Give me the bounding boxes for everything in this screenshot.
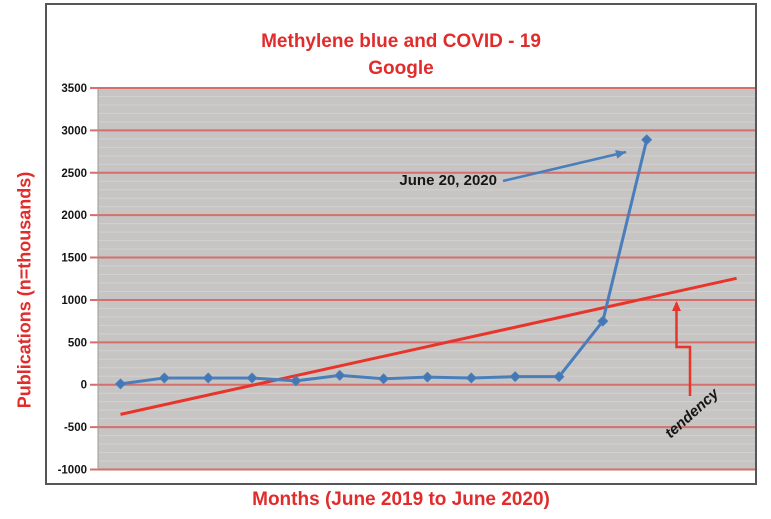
y-tick-label: -1000: [58, 465, 87, 477]
series-marker-diamond: [553, 371, 565, 383]
series-marker-diamond: [509, 371, 521, 383]
x-axis-label: Months (June 2019 to June 2020): [252, 489, 550, 510]
y-tick-label: 1500: [61, 253, 87, 265]
y-tick-label: 0: [81, 380, 87, 392]
annotation-date-label: June 20, 2020: [399, 172, 497, 189]
series-marker-diamond: [465, 372, 477, 384]
y-tick-label: 2000: [61, 210, 87, 222]
tendency-arrow: [675, 303, 692, 396]
series-marker-diamond: [246, 372, 258, 384]
y-tick-label: 500: [68, 337, 87, 349]
series-marker-diamond: [158, 372, 170, 384]
series-marker-diamond: [334, 369, 346, 381]
figure-border: 3500 3000 2500 2000 1500 1000 500 0 -500 -1000 Me…: [45, 3, 757, 485]
trend-line: [120, 276, 737, 416]
series-marker-diamond: [202, 372, 214, 384]
series-marker-diamond: [378, 373, 390, 385]
y-axis-label: Publications (n=thousands): [14, 171, 35, 409]
series-marker-diamond: [290, 375, 302, 387]
date-annotation-arrow: [502, 150, 627, 183]
series-marker-diamond: [597, 315, 609, 327]
series-marker-diamond: [421, 371, 433, 383]
y-tick-label: 3000: [61, 125, 87, 137]
plot-area: 3500 3000 2500 2000 1500 1000 500 0 -500 -1000: [58, 83, 755, 477]
chart-title: Methylene blue and COVID - 19: [261, 31, 541, 52]
y-tick-label: 2500: [61, 168, 87, 180]
y-tick-label: -500: [64, 422, 87, 434]
y-tick-label: 3500: [61, 83, 87, 95]
series-marker-diamond: [114, 378, 127, 390]
series-marker-diamond: [641, 134, 653, 146]
chart-subtitle: Google: [368, 58, 434, 79]
y-tick-label: 1000: [61, 295, 87, 307]
